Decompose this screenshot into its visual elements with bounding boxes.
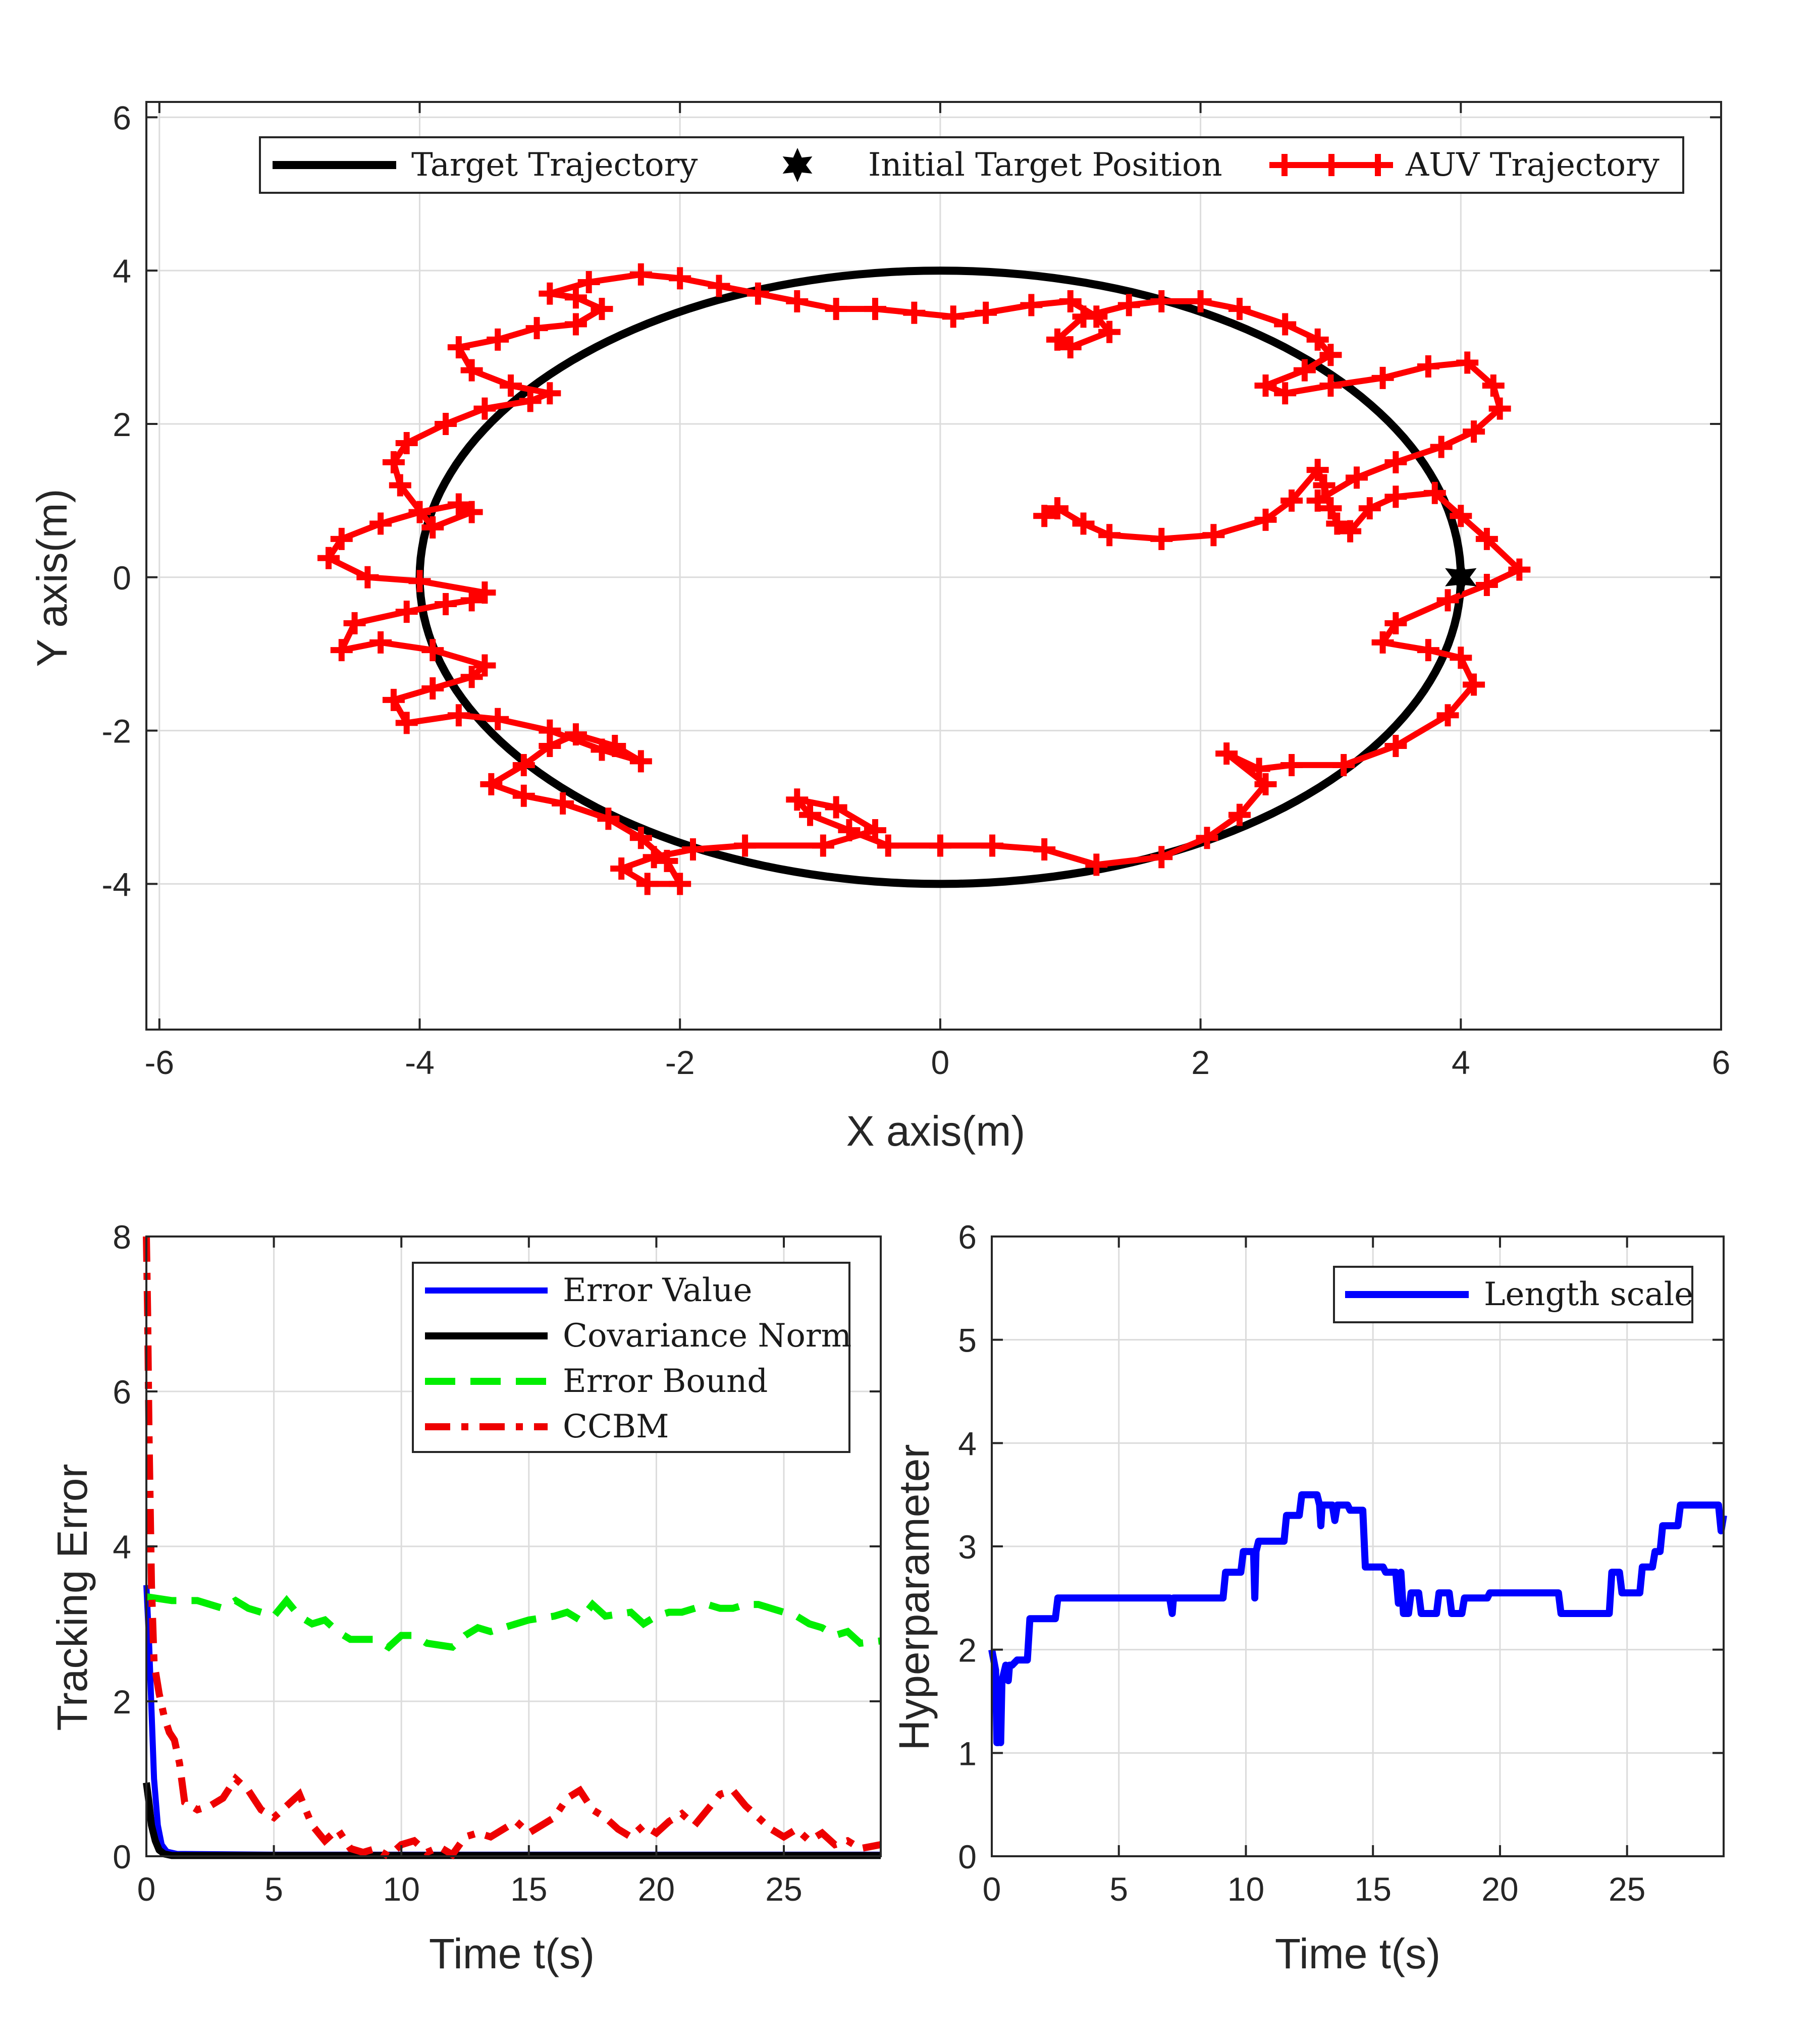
legend-label-error-bound: Error Bound [563, 1363, 768, 1400]
legend-auv-marker-1 [1320, 154, 1343, 176]
tracking-error-x-tick-label-0: 0 [137, 1870, 156, 1908]
error-bound-line [145, 1593, 881, 1652]
tracking-error-x-tick-labels: 0 5 10 15 20 25 [137, 1870, 803, 1908]
tracking-error-y-tick-label-4: 8 [113, 1218, 131, 1256]
legend-label-error-value: Error Value [563, 1272, 752, 1309]
hyperparameter-y-axis-label: Hyperparameter [890, 1444, 938, 1751]
trajectory-legend-box [259, 136, 1684, 194]
trajectory-y-tick-label-5: 6 [113, 99, 131, 136]
tracking-error-legend: Error Value Covariance Norm Error Bound … [412, 1262, 851, 1453]
trajectory-x-tick-label-2: -2 [665, 1044, 695, 1081]
hyperparameter-y-tick-label-4: 4 [958, 1425, 977, 1462]
tracking-error-y-tick-label-0: 0 [113, 1838, 131, 1875]
hyperparameter-ticks [991, 1235, 1724, 1857]
trajectory-x-tick-label-3: 0 [931, 1044, 950, 1081]
trajectory-x-tick-labels: -6 -4 -2 0 2 4 6 [144, 1044, 1730, 1081]
tracking-error-x-tick-label-3: 15 [510, 1870, 547, 1908]
hyperparameter-x-tick-label-3: 15 [1354, 1870, 1391, 1908]
hyperparameter-y-tick-label-6: 6 [958, 1218, 977, 1256]
hyperparameter-y-tick-label-1: 1 [958, 1735, 977, 1772]
hyperparameter-y-tick-label-5: 5 [958, 1322, 977, 1359]
trajectory-y-tick-label-3: 2 [113, 406, 131, 443]
legend-auv-marker-2 [1367, 154, 1389, 176]
tracking-error-ticks [145, 1235, 881, 1857]
hyperparameter-y-tick-label-3: 3 [958, 1528, 977, 1566]
hyperparameter-x-axis-label: Time t(s) [1275, 1930, 1440, 1977]
hyperparameter-x-tick-label-4: 20 [1481, 1870, 1518, 1908]
legend-label-covariance-norm: Covariance Norm [563, 1317, 851, 1355]
tracking-error-x-tick-label-5: 25 [765, 1870, 802, 1908]
hyperparameter-y-tick-label-2: 2 [958, 1632, 977, 1669]
legend-swatch-initial-target-position [782, 148, 813, 182]
trajectory-x-tick-label-0: -6 [144, 1044, 174, 1081]
trajectory-ticks [146, 102, 1722, 1030]
hyperparameter-plot: 0 5 10 15 20 25 0 1 2 3 4 5 6 Time t(s) Hyperparame… [890, 1218, 1727, 1977]
trajectory-y-axis-label: Y axis(m) [28, 489, 76, 667]
legend-label-length-scale: Length scale [1484, 1276, 1693, 1313]
tracking-error-plot: 0 5 10 15 20 25 0 2 4 6 8 Time t(s) Tracking Erro… [48, 1218, 882, 1977]
tracking-error-x-axis-label: Time t(s) [429, 1930, 595, 1977]
ccbm-line [143, 1236, 882, 1861]
trajectory-y-tick-label-2: 0 [113, 559, 131, 597]
legend-label-auv-trajectory: AUV Trajectory [1405, 146, 1660, 184]
tracking-error-y-tick-label-1: 2 [113, 1683, 131, 1720]
covariance-norm-line [143, 1782, 881, 1859]
tracking-error-x-tick-label-2: 10 [383, 1870, 419, 1908]
auv-trajectory-line [326, 271, 1523, 887]
initial-target-position-marker [1445, 559, 1477, 596]
auv-trajectory-markers [317, 263, 1531, 895]
legend-label-ccbm: CCBM [563, 1408, 669, 1445]
trajectory-y-tick-label-4: 4 [113, 252, 131, 290]
trajectory-x-tick-label-1: -4 [405, 1044, 435, 1081]
tracking-error-legend-box [412, 1262, 850, 1453]
hyperparameter-x-tick-label-2: 10 [1227, 1870, 1264, 1908]
trajectory-x-tick-label-6: 6 [1712, 1044, 1731, 1081]
tracking-error-y-tick-label-2: 4 [113, 1528, 131, 1566]
legend-label-initial-target-position: Initial Target Position [868, 146, 1222, 184]
legend-label-target-trajectory: Target Trajectory [411, 146, 698, 184]
trajectory-legend: Target Trajectory Initial Target Positio… [259, 136, 1684, 194]
hyperparameter-y-tick-label-0: 0 [958, 1838, 977, 1875]
hyperparameter-legend: Length scale [1333, 1266, 1693, 1323]
auv-trajectory-point-144 [1306, 489, 1329, 512]
tracking-error-x-tick-label-1: 5 [264, 1870, 283, 1908]
trajectory-y-tick-label-0: -4 [101, 866, 131, 903]
hyperparameter-x-tick-label-0: 0 [983, 1870, 1001, 1908]
tracking-error-y-tick-label-3: 6 [113, 1373, 131, 1411]
trajectory-x-axis-label: X axis(m) [846, 1107, 1026, 1155]
trajectory-grid [146, 102, 1722, 1030]
legend-auv-marker-0 [1273, 154, 1296, 176]
hyperparameter-y-tick-labels: 0 1 2 3 4 5 6 [958, 1218, 977, 1875]
hyperparameter-grid [991, 1235, 1724, 1857]
trajectory-y-tick-label-1: -2 [101, 713, 131, 750]
hyperparameter-x-tick-labels: 0 5 10 15 20 25 [983, 1870, 1646, 1908]
trajectory-x-tick-label-4: 2 [1191, 1044, 1210, 1081]
length-scale-line [988, 1491, 1727, 1746]
tracking-error-y-tick-labels: 0 2 4 6 8 [113, 1218, 131, 1875]
trajectory-y-tick-labels: -4 -2 0 2 4 6 [101, 99, 131, 903]
trajectory-axes-frame [145, 101, 1722, 1031]
legend-swatch-auv-markers [1273, 154, 1389, 176]
trajectory-x-tick-label-5: 4 [1452, 1044, 1470, 1081]
hyperparameter-x-tick-label-5: 25 [1609, 1870, 1645, 1908]
tracking-error-x-tick-label-4: 20 [638, 1870, 675, 1908]
hyperparameter-x-tick-label-1: 5 [1109, 1870, 1128, 1908]
auv-trajectory-point-0 [1033, 505, 1056, 527]
tracking-error-y-axis-label: Tracking Error [48, 1464, 96, 1731]
